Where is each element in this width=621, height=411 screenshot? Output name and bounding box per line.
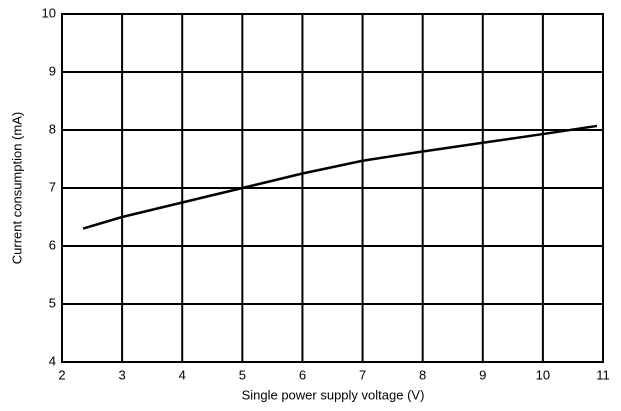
y-tick-label: 5	[49, 295, 56, 310]
data-line	[82, 124, 598, 230]
x-tick-label: 9	[479, 367, 486, 382]
x-tick-label: 5	[239, 367, 246, 382]
x-tick-label: 3	[118, 367, 125, 382]
y-tick-label: 9	[49, 63, 56, 78]
x-tick-label: 11	[596, 367, 610, 382]
y-tick-label: 10	[42, 5, 56, 20]
x-tick-label: 4	[179, 367, 186, 382]
y-axis-label: Current consumption (mA)	[9, 112, 24, 264]
x-tick-label: 8	[419, 367, 426, 382]
y-tick-label: 7	[49, 179, 56, 194]
x-tick-label: 6	[299, 367, 306, 382]
x-tick-label: 2	[58, 367, 65, 382]
x-axis-label: Single power supply voltage (V)	[242, 387, 425, 402]
y-tick-label: 6	[49, 237, 56, 252]
x-tick-label: 7	[359, 367, 366, 382]
x-tick-label: 10	[536, 367, 550, 382]
y-tick-label: 8	[49, 121, 56, 136]
y-tick-label: 4	[49, 353, 56, 368]
